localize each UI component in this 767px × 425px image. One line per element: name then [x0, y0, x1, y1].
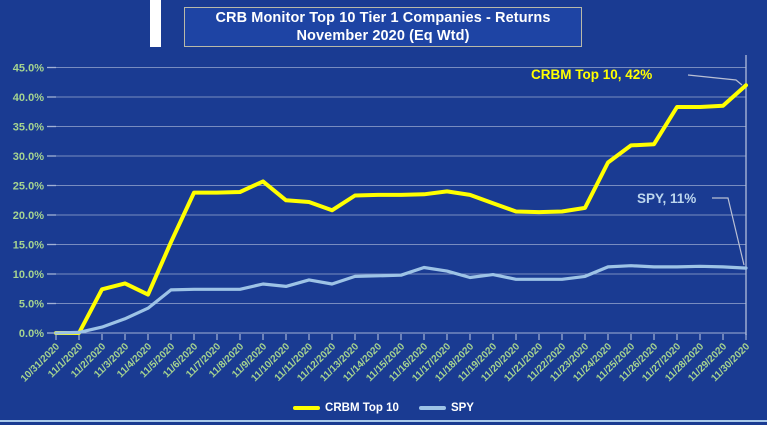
spy-annotation-leader-line	[712, 197, 745, 266]
white-artifact-strip	[150, 0, 161, 47]
legend: CRBM Top 10 SPY	[0, 399, 767, 417]
crbm-final-value-annotation: CRBM Top 10, 42%	[531, 67, 653, 82]
y-axis-label: 10.0%	[13, 269, 44, 281]
chart-title-line2: November 2020 (Eq Wtd)	[296, 28, 470, 44]
chart-title-line1: CRB Monitor Top 10 Tier 1 Companies - Re…	[215, 10, 551, 26]
y-axis-label: 5.0%	[19, 299, 44, 311]
crbm-annotation-leader-line	[687, 74, 743, 86]
crbm-series-line	[54, 83, 748, 335]
spy-final-value-annotation: SPY, 11%	[637, 191, 697, 206]
y-axis-label: 30.0%	[13, 151, 44, 163]
legend-label-crbm: CRBM Top 10	[325, 402, 399, 414]
y-axis-label: 15.0%	[13, 240, 44, 252]
y-axis-label: 20.0%	[13, 210, 44, 222]
legend-item-crbm: CRBM Top 10	[293, 402, 399, 414]
y-axis-label: 25.0%	[13, 181, 44, 193]
bottom-frame-line	[0, 420, 767, 422]
chart-title-box: CRB Monitor Top 10 Tier 1 Companies - Re…	[184, 7, 582, 47]
y-axis-label: 35.0%	[13, 122, 44, 134]
y-axis-label: 45.0%	[13, 63, 44, 75]
legend-label-spy: SPY	[450, 402, 474, 414]
crbm-line-swatch-icon	[293, 406, 321, 410]
y-axis-label: 40.0%	[13, 92, 44, 104]
spy-series-line	[54, 264, 748, 335]
y-axis-label: 0.0%	[19, 328, 44, 340]
spy-line-swatch-icon	[418, 406, 446, 410]
legend-item-spy: SPY	[418, 402, 474, 414]
